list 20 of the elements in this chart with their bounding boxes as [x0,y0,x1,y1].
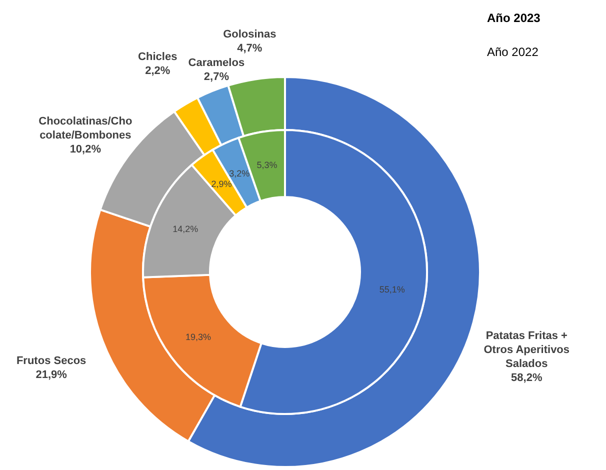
slice-label: Golosinas [223,28,276,41]
slice-label: Año 2022 [487,45,539,59]
data-label: 2,7% [204,71,230,84]
data-label: 14,2% [172,224,198,234]
slice-label: Caramelos [188,57,245,70]
data-label: 10,2% [70,143,102,156]
data-label: 2,2% [145,64,170,77]
data-label: 55,1% [379,284,405,294]
data-label: 21,9% [36,368,68,381]
slice-label: Patatas Fritas + Otros Aperitivos Salados [484,330,570,370]
slice-label: Frutos Secos [16,354,86,367]
data-label: 19,3% [185,332,211,342]
data-label: 2,9% [211,179,232,190]
slice-label: Chicles [138,50,178,63]
data-label: 58,2% [511,372,542,384]
slice-label: Año 2023 [487,11,541,25]
data-label: 4,7% [237,42,262,55]
data-label: 5,3% [256,160,278,170]
slice-label: Chocolatinas/Chocolate/Bombones [38,115,132,142]
data-label: 3,2% [229,168,250,179]
